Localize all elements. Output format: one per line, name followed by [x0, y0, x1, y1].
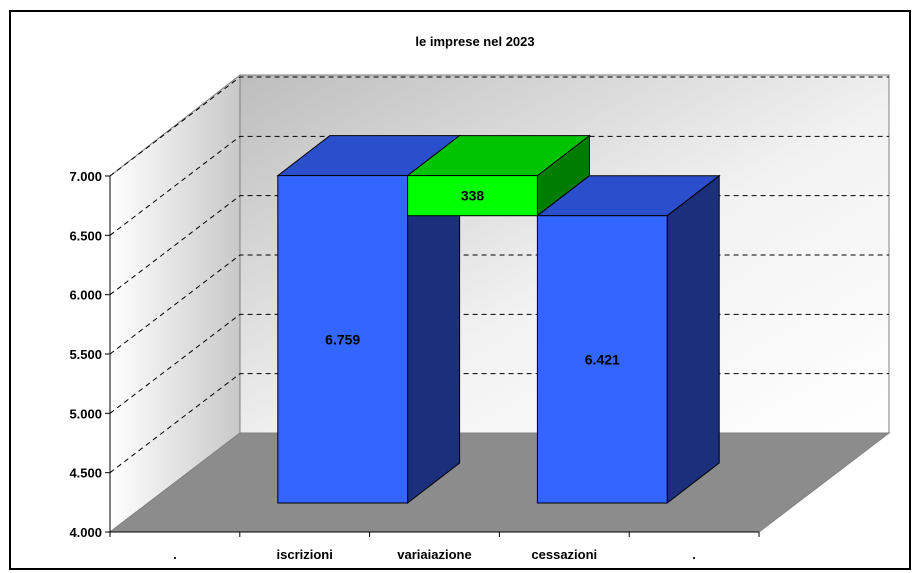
data-label: 6.421	[585, 351, 620, 367]
y-tick-label: 6.500	[69, 228, 102, 243]
x-tick-label: .	[173, 547, 177, 562]
x-tick-label: .	[692, 547, 696, 562]
bars	[276, 134, 721, 505]
bar-front	[277, 175, 409, 504]
bar-iscrizioni	[276, 134, 462, 505]
x-tick-label: variaiazione	[397, 547, 471, 562]
x-axis-labels: . iscrizioni variaiazione cessazioni.	[109, 532, 760, 562]
gridline	[109, 76, 889, 177]
data-labels: 6.759 338 6.421	[325, 188, 620, 368]
chart-title: le imprese nel 2023	[415, 34, 534, 49]
x-tick-label: cessazioni	[531, 547, 597, 562]
y-tick-label: 5.500	[69, 347, 102, 362]
y-tick-label: 5.000	[69, 406, 102, 421]
gridline	[109, 135, 889, 236]
x-tick-label: iscrizioni	[277, 547, 333, 562]
data-label: 338	[461, 188, 485, 204]
chart-floor	[108, 432, 891, 533]
y-tick-label: 6.000	[69, 288, 102, 303]
y-tick-label: 4.500	[69, 466, 102, 481]
data-label: 6.759	[325, 331, 360, 347]
bar-cessazioni	[535, 174, 721, 505]
y-tick-label: 4.000	[69, 525, 102, 540]
bar-front	[536, 215, 668, 504]
y-axis-ticks: 4.000 4.500 5.000 5.500 6.000 6.500 7.000	[69, 169, 110, 540]
bar-variaiazione	[406, 134, 591, 217]
y-tick-label: 7.000	[69, 169, 102, 184]
bar-side	[666, 174, 720, 505]
bar-front	[407, 175, 538, 217]
